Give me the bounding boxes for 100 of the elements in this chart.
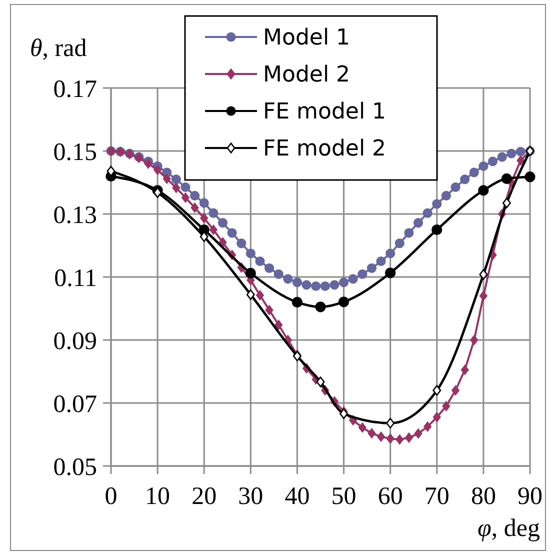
x-tick-label: 30 <box>238 483 264 510</box>
point <box>218 218 228 228</box>
point <box>386 418 395 428</box>
point <box>208 208 218 218</box>
point <box>255 256 265 266</box>
point <box>386 434 394 444</box>
point <box>209 224 218 235</box>
point <box>377 432 385 442</box>
point <box>470 335 478 345</box>
point <box>338 296 350 308</box>
point <box>432 385 442 396</box>
point <box>283 274 293 284</box>
point <box>348 274 358 284</box>
point <box>154 164 162 175</box>
x-tick-label: 50 <box>331 483 356 510</box>
x-tick-label: 60 <box>378 483 403 510</box>
point <box>516 146 526 156</box>
point <box>404 228 414 238</box>
point <box>422 208 432 218</box>
point <box>432 412 441 422</box>
point <box>442 401 450 412</box>
point <box>264 263 274 273</box>
point <box>190 190 200 201</box>
point <box>292 296 303 308</box>
point <box>199 198 209 208</box>
point <box>432 199 442 209</box>
point <box>256 290 264 300</box>
point <box>386 248 396 258</box>
legend-label: Model 1 <box>263 26 350 51</box>
y-tick-label: 0.13 <box>53 202 97 229</box>
point <box>488 156 498 166</box>
point <box>315 302 326 312</box>
point <box>274 320 283 330</box>
point <box>190 202 199 213</box>
legend-label: FE model 1 <box>263 100 386 125</box>
y-tick-label: 0.05 <box>53 454 97 481</box>
point <box>358 422 366 433</box>
point <box>478 161 488 171</box>
point <box>405 432 413 443</box>
y-tick-label: 0.07 <box>53 390 97 418</box>
point <box>218 237 227 248</box>
point <box>413 218 424 228</box>
point <box>302 280 312 290</box>
point <box>330 280 340 290</box>
point <box>368 428 376 438</box>
x-tick-label: 10 <box>145 483 170 510</box>
point <box>450 182 460 192</box>
x-tick-label: 80 <box>470 483 496 510</box>
point <box>414 428 422 438</box>
point <box>311 281 321 291</box>
point <box>292 278 302 288</box>
point <box>182 192 190 203</box>
point <box>376 256 386 266</box>
y-tick-label: 0.09 <box>53 328 97 355</box>
point <box>452 385 460 396</box>
y-tick-label: 0.17 <box>53 76 97 103</box>
point <box>200 213 208 224</box>
point <box>320 281 330 291</box>
y-tick-label: 0.11 <box>54 264 97 292</box>
point <box>396 434 404 444</box>
point <box>441 190 451 201</box>
point <box>460 364 469 375</box>
point <box>171 174 181 184</box>
point <box>424 422 432 432</box>
x-tick-label: 70 <box>424 483 450 510</box>
point <box>246 248 256 258</box>
point <box>162 174 171 184</box>
point <box>180 182 190 192</box>
point <box>479 290 488 301</box>
point <box>246 289 255 300</box>
point <box>385 268 396 278</box>
point <box>265 305 274 316</box>
point <box>497 152 507 162</box>
point <box>358 269 368 279</box>
point <box>366 263 377 273</box>
point <box>227 228 237 238</box>
x-tick-label: 40 <box>284 483 310 510</box>
point <box>106 166 116 176</box>
point <box>432 224 442 236</box>
point <box>469 168 479 178</box>
y-tick-label: 0.15 <box>53 138 97 166</box>
legend-label: Model 2 <box>263 62 350 88</box>
point <box>501 173 512 184</box>
point <box>516 156 525 166</box>
point <box>245 268 256 279</box>
point <box>460 174 470 184</box>
point <box>394 238 404 248</box>
point <box>236 238 246 248</box>
legend-label: FE model 2 <box>263 136 386 162</box>
x-tick-label: 20 <box>192 483 217 510</box>
x-tick-label: 0 <box>104 483 118 510</box>
point <box>502 198 511 208</box>
point <box>144 158 152 169</box>
y-axis-title: θ, rad <box>30 35 88 62</box>
point <box>340 408 348 420</box>
point <box>478 185 489 196</box>
point <box>316 376 325 388</box>
point <box>274 269 284 279</box>
point <box>172 182 180 193</box>
point <box>338 278 349 288</box>
